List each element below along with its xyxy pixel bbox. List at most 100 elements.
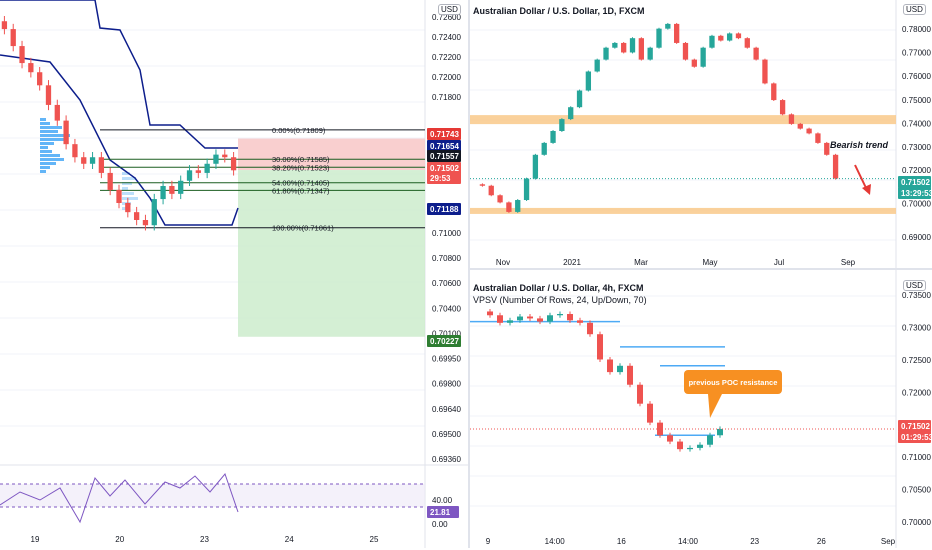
- daily-candle: [753, 47, 759, 60]
- left-candle: [116, 189, 122, 203]
- daily-time-label-bg: [898, 187, 931, 199]
- daily-candle: [744, 38, 750, 48]
- daily-candle: [612, 42, 618, 48]
- left-price-label-bg: [427, 140, 461, 152]
- daily-candle: [594, 59, 600, 72]
- resistance-zone: [470, 115, 896, 125]
- h4-price-chart[interactable]: previous POC resistance 0.73500 0.73000 0.7…: [470, 270, 932, 548]
- left-price-label: 0.71502: [430, 164, 459, 173]
- left-candle: [195, 170, 201, 173]
- daily-x-tick: Mar: [634, 258, 648, 267]
- daily-candle: [815, 133, 821, 143]
- left-price-label-bg: [427, 203, 461, 215]
- daily-y-tick: 0.75000: [902, 96, 931, 105]
- left-chart-pane[interactable]: 0.00%(0.71809) 30.00%(0.71585) 38.20%(0.71…: [0, 0, 468, 548]
- left-y-tick: 0.70600: [432, 279, 461, 288]
- h4-candle: [617, 365, 623, 373]
- rsi-value-label: 21.81: [430, 508, 451, 517]
- left-candle: [213, 154, 219, 164]
- h4-chart-pane[interactable]: previous POC resistance 0.73500 0.73000 0.7…: [470, 270, 932, 548]
- h4-candle: [507, 320, 513, 323]
- daily-currency-label[interactable]: USD: [903, 4, 926, 15]
- h4-candle: [637, 384, 643, 404]
- left-x-tick: 23: [200, 535, 209, 544]
- daily-y-tick: 0.74000: [902, 119, 931, 128]
- daily-candle: [735, 33, 742, 39]
- daily-candle: [674, 23, 680, 43]
- h4-candle: [647, 403, 653, 423]
- left-candle: [72, 144, 78, 158]
- daily-x-tick: Jul: [774, 258, 784, 267]
- fib-label: 61.80%(0.71347): [272, 186, 330, 195]
- left-price-chart[interactable]: 0.00%(0.71809) 30.00%(0.71585)38.20%(0.71…: [0, 0, 468, 548]
- left-price-label: 0.71557: [430, 152, 459, 161]
- daily-y-tick: 0.78000: [902, 25, 931, 34]
- left-candle: [160, 186, 166, 200]
- h4-currency-label[interactable]: USD: [903, 280, 926, 291]
- take-profit-zone: [238, 170, 425, 337]
- left-price-label-bg: [427, 162, 461, 174]
- daily-chart-pane[interactable]: Bearish trend 0.78000 0.77000 0.76000 0.7500…: [470, 0, 932, 268]
- daily-y-tick: 0.77000: [902, 49, 931, 58]
- h4-indicator-label[interactable]: VPSV (Number Of Rows, 24, Up/Down, 70): [473, 295, 647, 305]
- daily-candle: [585, 71, 592, 91]
- volume-profile-bar: [40, 150, 52, 153]
- daily-y-tick: 0.76000: [902, 72, 931, 81]
- daily-candle: [523, 178, 530, 201]
- h4-x-tick: Sep: [881, 537, 896, 546]
- daily-candle: [824, 142, 830, 155]
- volume-profile-bar: [40, 170, 46, 173]
- support-zone: [470, 207, 896, 214]
- daily-candle: [497, 195, 503, 203]
- left-y-tick: 0.69360: [432, 455, 461, 464]
- left-candle: [230, 157, 237, 171]
- fib-label: 38.20%(0.71523): [272, 163, 330, 172]
- h4-chart-title: Australian Dollar / U.S. Dollar, 4h, FXC…: [473, 283, 644, 293]
- h4-candle: [597, 334, 603, 360]
- h4-candle: [517, 316, 523, 321]
- daily-candle: [779, 100, 786, 115]
- h4-candle: [537, 318, 543, 322]
- left-currency-label[interactable]: USD: [438, 4, 461, 15]
- left-y-tick: 0.72400: [432, 33, 461, 42]
- h4-x-tick: 26: [817, 537, 826, 546]
- left-candle: [204, 163, 210, 173]
- daily-x-tick: Nov: [496, 258, 510, 267]
- h4-candle: [697, 444, 703, 448]
- volume-profile-bar: [40, 162, 56, 165]
- channel-lower-line: [0, 54, 239, 226]
- daily-y-tick: 0.72000: [902, 166, 931, 175]
- volume-profile-bar: [40, 142, 54, 145]
- daily-candle: [726, 33, 733, 41]
- left-candle: [222, 154, 228, 158]
- left-candle: [81, 157, 87, 164]
- left-candle: [54, 104, 60, 121]
- h4-candle: [567, 314, 573, 321]
- daily-y-tick: 0.73000: [902, 143, 931, 152]
- daily-candle: [682, 42, 689, 60]
- h4-candle: [607, 359, 613, 373]
- left-y-tick: 0.71000: [432, 229, 461, 238]
- left-price-label: 0.71188: [430, 205, 459, 214]
- volume-profile-bar: [122, 187, 128, 190]
- volume-profile-bar: [40, 158, 64, 161]
- rsi-y-tick: 0.00: [432, 520, 448, 529]
- left-candle: [142, 220, 149, 226]
- volume-profile-bar: [40, 122, 50, 125]
- daily-price-chart[interactable]: Bearish trend 0.78000 0.77000 0.76000 0.7500…: [470, 0, 932, 268]
- daily-candle: [788, 114, 795, 124]
- fib-label: 0.00%(0.71809): [272, 126, 326, 135]
- daily-candle: [762, 59, 768, 84]
- h4-time-label-bg: [898, 431, 931, 443]
- h4-candle: [687, 447, 693, 450]
- left-candle: [186, 170, 193, 181]
- daily-candle: [515, 200, 521, 212]
- daily-candle: [832, 154, 839, 179]
- left-y-tick: 0.69950: [432, 355, 461, 364]
- rsi-value-label-bg: [427, 506, 459, 518]
- left-candle: [133, 212, 140, 220]
- h4-y-tick: 0.73500: [902, 291, 931, 300]
- daily-price-label-bg: [898, 176, 931, 188]
- h4-candle: [707, 435, 713, 445]
- h4-candle: [527, 316, 533, 319]
